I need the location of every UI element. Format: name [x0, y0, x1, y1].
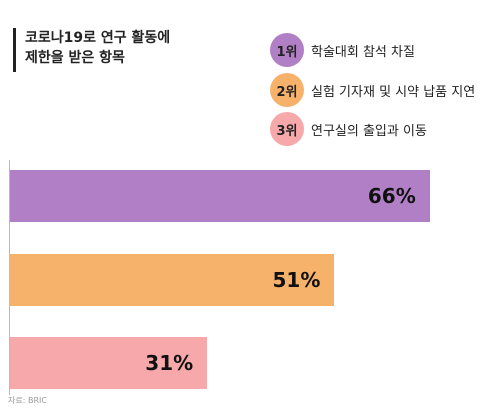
legend-label: 학술대회 참석 차질	[311, 44, 415, 60]
legend-item: 1위 학술대회 참석 차질	[270, 32, 415, 68]
chart-title: 코로나19로 연구 활동에 제한을 받은 항목	[13, 28, 213, 72]
legend-item: 2위 실험 기자재 및 시약 납품 지연	[270, 72, 475, 108]
source-note: 자료: BRIC	[8, 396, 47, 405]
legend-item: 3위 연구실의 출입과 이동	[270, 111, 427, 147]
bar-value-label: 31%	[145, 351, 194, 375]
chart-title-line-2: 제한을 받은 항목	[25, 50, 125, 66]
legend-rank-badge: 2위	[270, 73, 304, 107]
chart-title-line-1: 코로나19로 연구 활동에	[25, 30, 171, 46]
bar-value-label: 51%	[272, 268, 321, 292]
bar: 51%	[10, 254, 335, 306]
bar: 31%	[10, 337, 208, 389]
legend-label: 실험 기자재 및 시약 납품 지연	[311, 84, 476, 100]
bar: 66%	[10, 170, 430, 222]
legend-rank-badge: 1위	[270, 33, 304, 67]
bar-value-label: 66%	[367, 184, 416, 208]
category-axis-line	[9, 160, 10, 395]
legend-label: 연구실의 출입과 이동	[311, 123, 427, 139]
legend-rank-badge: 3위	[270, 112, 304, 146]
